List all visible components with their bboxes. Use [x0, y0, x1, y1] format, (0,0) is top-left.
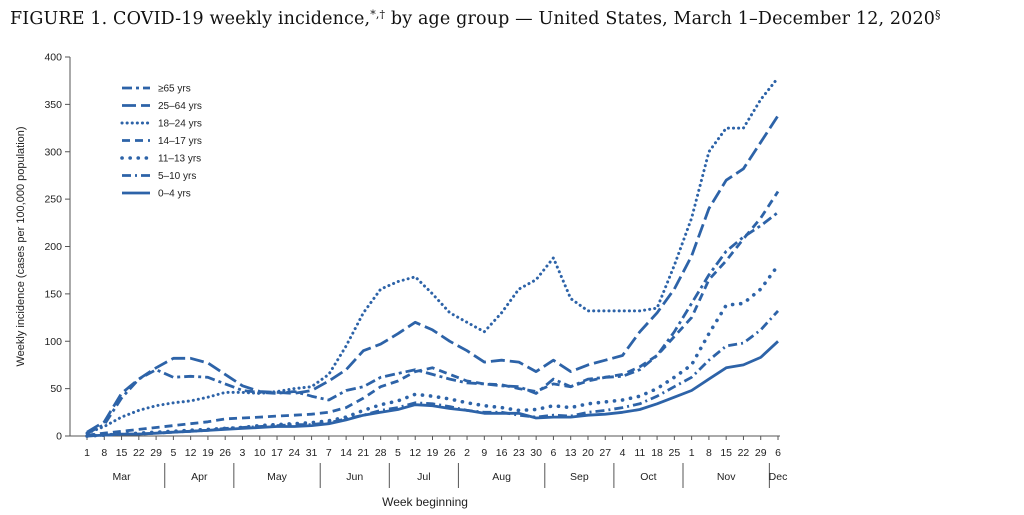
- x-tick-label: 31: [306, 447, 318, 459]
- y-tick-label: 200: [44, 241, 62, 253]
- x-tick-label: 30: [530, 447, 542, 459]
- legend-label-3: 14–17 yrs: [158, 136, 202, 147]
- series-line-0: [86, 211, 779, 435]
- x-tick-label: 23: [513, 447, 525, 459]
- x-tick-label: 1: [84, 447, 90, 459]
- month-label: Apr: [191, 471, 208, 483]
- x-tick-label: 15: [720, 447, 732, 459]
- month-label: Mar: [113, 471, 132, 483]
- x-tick-label: 13: [565, 447, 577, 459]
- x-tick-label: 29: [755, 447, 767, 459]
- legend-label-5: 5–10 yrs: [158, 171, 196, 182]
- legend-label-6: 0–4 yrs: [158, 189, 191, 200]
- x-tick-label: 28: [375, 447, 387, 459]
- series-line-3: [86, 190, 780, 437]
- y-tick-label: 0: [56, 431, 62, 443]
- x-tick-label: 10: [254, 447, 266, 459]
- x-tick-label: 1: [689, 447, 695, 459]
- y-tick-label: 350: [44, 99, 62, 111]
- month-label: Jul: [417, 471, 430, 483]
- x-tick-label: 2: [464, 447, 470, 459]
- legend-label-4: 11–13 yrs: [158, 154, 201, 165]
- x-tick-label: 8: [706, 447, 712, 459]
- x-tick-label: 6: [775, 447, 781, 459]
- month-label: Dec: [769, 471, 788, 483]
- x-tick-label: 4: [620, 447, 626, 459]
- x-tick-label: 7: [326, 447, 332, 459]
- title-footnote-marks: *,†: [370, 8, 386, 21]
- x-tick-label: 26: [444, 447, 456, 459]
- y-tick-label: 50: [50, 383, 62, 395]
- y-tick-label: 400: [44, 52, 62, 64]
- x-tick-label: 17: [271, 447, 283, 459]
- x-tick-label: 9: [481, 447, 487, 459]
- series-line-6: [86, 340, 779, 438]
- legend-label-0: ≥65 yrs: [158, 84, 191, 95]
- x-tick-label: 3: [240, 447, 246, 459]
- x-tick-label: 18: [651, 447, 663, 459]
- x-tick-label: 19: [202, 447, 214, 459]
- month-label: Sep: [570, 471, 589, 483]
- month-label: May: [267, 471, 288, 483]
- x-tick-label: 5: [170, 447, 176, 459]
- y-tick-label: 100: [44, 336, 62, 348]
- x-tick-label: 22: [738, 447, 750, 459]
- month-label: Oct: [640, 471, 656, 483]
- title-footnote-mark-end: §: [935, 8, 941, 21]
- x-axis-title: Week beginning: [382, 495, 468, 509]
- month-label: Jun: [346, 471, 363, 483]
- x-tick-label: 26: [219, 447, 231, 459]
- y-tick-label: 300: [44, 146, 62, 158]
- month-label: Nov: [717, 471, 736, 483]
- series-line-4: [85, 263, 780, 438]
- y-tick-label: 150: [44, 288, 62, 300]
- x-tick-label: 12: [185, 447, 197, 459]
- y-tick-label: 250: [44, 194, 62, 206]
- x-tick-label: 16: [496, 447, 508, 459]
- x-tick-label: 14: [340, 447, 352, 459]
- title-main: FIGURE 1. COVID-19 weekly incidence,: [10, 9, 371, 29]
- figure-title: FIGURE 1. COVID-19 weekly incidence,*,† …: [10, 8, 1020, 29]
- month-label: Aug: [492, 471, 511, 483]
- x-tick-label: 12: [409, 447, 421, 459]
- legend-label-2: 18–24 yrs: [158, 119, 202, 130]
- series-lines: [85, 76, 780, 438]
- x-tick-label: 19: [427, 447, 439, 459]
- series-line-2: [85, 76, 780, 435]
- series-line-1: [86, 114, 780, 434]
- x-tick-label: 29: [150, 447, 162, 459]
- x-tick-label: 27: [599, 447, 611, 459]
- x-tick-label: 11: [634, 447, 645, 459]
- y-axis-title: Weekly incidence (cases per 100,000 popu…: [15, 126, 27, 366]
- x-tick-label: 15: [116, 447, 128, 459]
- title-rest: by age group — United States, March 1–De…: [385, 9, 936, 29]
- x-tick-label: 8: [101, 447, 107, 459]
- x-tick-label: 22: [133, 447, 145, 459]
- x-tick-label: 24: [288, 447, 300, 459]
- x-tick-label: 20: [582, 447, 594, 459]
- x-tick-label: 25: [669, 447, 681, 459]
- legend: ≥65 yrs 25–64 yrs 18–24 yrs 14–17 yrs 11–13 …: [120, 84, 202, 200]
- x-tick-label: 5: [395, 447, 401, 459]
- x-tick-label: 21: [358, 447, 370, 459]
- x-tick-label: 6: [551, 447, 557, 459]
- legend-label-1: 25–64 yrs: [158, 101, 202, 112]
